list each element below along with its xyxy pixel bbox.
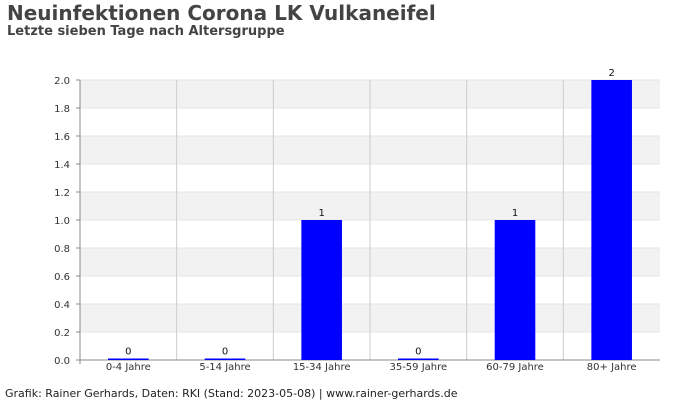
bar-value-label: 0 — [125, 347, 131, 358]
y-tick-label: 1.4 — [54, 160, 70, 171]
x-tick-label: 80+ Jahre — [587, 362, 637, 373]
y-tick-label: 0.2 — [54, 328, 70, 339]
x-tick-label: 0-4 Jahre — [106, 362, 151, 373]
y-tick-label: 1.0 — [54, 216, 70, 227]
bar — [204, 358, 246, 360]
source-credit: Grafik: Rainer Gerhards, Daten: RKI (Sta… — [5, 387, 458, 400]
y-tick-label: 0.8 — [54, 244, 70, 255]
y-tick-label: 2.0 — [54, 76, 70, 87]
chart-subtitle: Letzte sieben Tage nach Altersgruppe — [7, 24, 285, 39]
bar-value-label: 1 — [512, 208, 518, 219]
bar — [494, 220, 536, 360]
x-tick-label: 35-59 Jahre — [389, 362, 447, 373]
bar-value-label: 1 — [318, 208, 324, 219]
bar-value-label: 0 — [222, 347, 228, 358]
y-tick-label: 1.2 — [54, 188, 70, 199]
y-tick-label: 0.0 — [54, 356, 70, 367]
y-tick-label: 0.6 — [54, 272, 70, 283]
x-tick-label: 60-79 Jahre — [486, 362, 544, 373]
y-tick-label: 1.6 — [54, 132, 70, 143]
bar-value-label: 0 — [415, 347, 421, 358]
bar — [591, 80, 632, 360]
bar-value-label: 2 — [608, 68, 614, 79]
y-tick-label: 1.8 — [54, 104, 70, 115]
x-tick-label: 15-34 Jahre — [293, 362, 351, 373]
bar — [398, 358, 439, 360]
bar — [108, 358, 149, 360]
x-tick-label: 5-14 Jahre — [199, 362, 250, 373]
chart-title: Neuinfektionen Corona LK Vulkaneifel — [7, 1, 436, 25]
y-tick-label: 0.4 — [54, 300, 70, 311]
bar — [301, 220, 342, 360]
